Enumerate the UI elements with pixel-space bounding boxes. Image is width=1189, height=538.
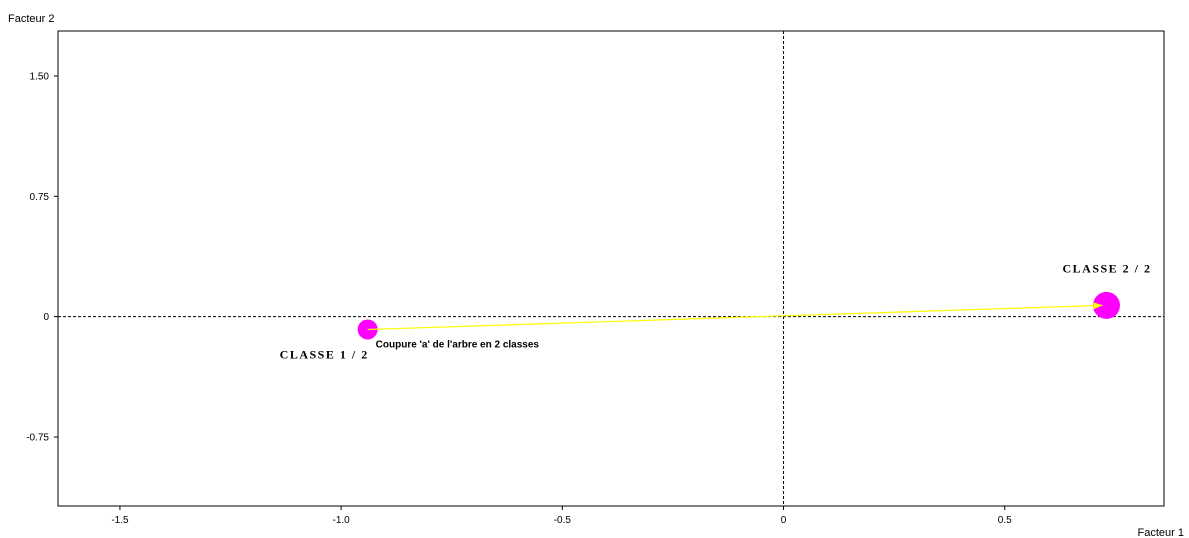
y-axis-ticks: 1.50 0.75 0 -0.75 — [26, 71, 58, 443]
x-tick-label: -1.5 — [111, 515, 129, 526]
y-tick-label: 0 — [43, 312, 49, 323]
x-tick-label: -1.0 — [333, 515, 351, 526]
y-tick-label: 1.50 — [30, 71, 50, 82]
plot-frame — [57, 30, 1165, 507]
class-labels: CLASSE 1 / 2 CLASSE 2 / 2 — [280, 261, 1151, 361]
x-axis-ticks: -1.5 -1.0 -0.5 0 0.5 — [111, 506, 1012, 526]
x-tick-label: -0.5 — [554, 515, 572, 526]
arrow — [367, 302, 1103, 331]
arrow-line — [367, 304, 1103, 331]
arrow-label: Coupure 'a' de l'arbre en 2 classes — [376, 339, 540, 350]
class-points — [357, 291, 1120, 340]
y-tick-label: -0.75 — [26, 432, 49, 443]
y-tick-label: 0.75 — [30, 192, 50, 203]
x-tick-label: 0 — [781, 515, 787, 526]
y-axis-title: Facteur 2 — [8, 13, 54, 25]
x-tick-label: 0.5 — [998, 515, 1012, 526]
zero-lines — [58, 31, 1164, 506]
class-point-label: CLASSE 1 / 2 — [280, 347, 369, 361]
class-point-label: CLASSE 2 / 2 — [1062, 261, 1151, 275]
class-point — [1092, 291, 1120, 319]
x-axis-title: Facteur 1 — [1138, 527, 1184, 538]
arrow-head — [1093, 302, 1103, 310]
